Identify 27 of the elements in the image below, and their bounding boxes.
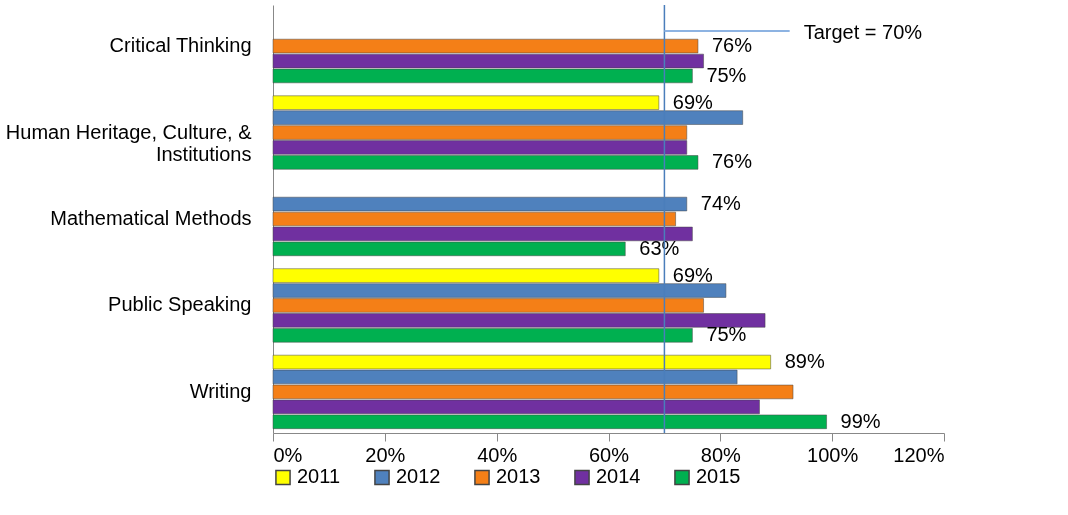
legend-label: 2014 <box>596 465 641 488</box>
legend-label: 2015 <box>696 465 741 488</box>
x-tick-label: 20% <box>365 443 406 466</box>
y-tick-label: Mathematical Methods <box>50 207 252 229</box>
data-label: 74% <box>700 192 742 215</box>
y-tick-label: Public Speaking <box>108 293 252 316</box>
data-label: 75% <box>706 63 747 86</box>
x-tick-label: 60% <box>588 443 630 466</box>
y-tick-label: Human Heritage, Culture, & Institutions <box>5 120 253 165</box>
x-tick-label: 120% <box>893 443 945 466</box>
data-label: 89% <box>784 350 825 373</box>
x-tick-label: 0% <box>273 443 303 466</box>
data-label: 99% <box>840 409 881 432</box>
data-label: 75% <box>706 323 747 346</box>
data-label: 76% <box>711 34 753 57</box>
x-tick-label: 40% <box>477 443 518 466</box>
y-tick-label: Critical Thinking <box>109 34 252 57</box>
data-label: 69% <box>672 263 714 286</box>
data-label: 76% <box>711 150 753 173</box>
data-label: 69% <box>672 90 714 113</box>
y-tick-label: Writing <box>189 379 252 402</box>
ref-line-label: Target = 70% <box>803 21 923 43</box>
x-tick-label: 100% <box>807 443 859 466</box>
legend-label: 2011 <box>297 465 341 488</box>
legend-label: 2013 <box>496 465 541 488</box>
legend-label: 2012 <box>396 465 441 488</box>
x-tick-label: 80% <box>700 443 742 466</box>
